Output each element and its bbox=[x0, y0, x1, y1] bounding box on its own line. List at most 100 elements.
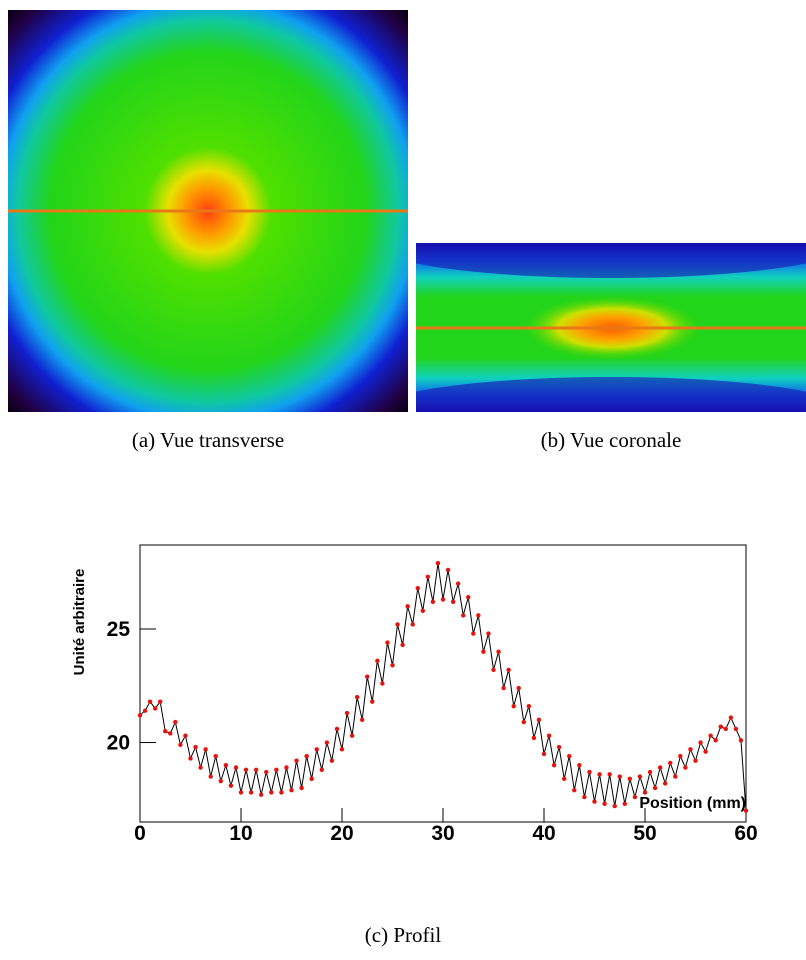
data-point bbox=[617, 774, 622, 779]
data-point bbox=[400, 642, 405, 648]
data-point bbox=[541, 751, 547, 757]
data-point bbox=[425, 574, 431, 579]
data-point bbox=[582, 794, 587, 800]
transverse-image bbox=[8, 10, 408, 412]
data-point bbox=[284, 765, 289, 770]
data-point bbox=[294, 758, 299, 763]
data-point bbox=[152, 706, 158, 711]
data-point bbox=[410, 622, 415, 627]
data-point bbox=[385, 640, 390, 645]
data-point bbox=[168, 731, 173, 736]
data-point bbox=[440, 597, 446, 602]
data-point bbox=[668, 760, 673, 766]
data-point bbox=[435, 560, 441, 566]
data-point bbox=[698, 740, 703, 745]
x-tick-label: 10 bbox=[229, 822, 252, 845]
data-point bbox=[567, 753, 572, 759]
data-point bbox=[688, 747, 693, 752]
data-point bbox=[733, 726, 739, 732]
data-point bbox=[243, 767, 249, 772]
x-tick-label: 50 bbox=[633, 822, 656, 845]
x-tick-label: 40 bbox=[532, 822, 555, 845]
data-point bbox=[531, 735, 537, 741]
data-point bbox=[188, 756, 193, 761]
plot-frame bbox=[139, 544, 747, 823]
data-point bbox=[445, 567, 451, 573]
data-point bbox=[198, 765, 203, 770]
data-point bbox=[632, 794, 638, 800]
data-point bbox=[203, 747, 208, 752]
data-point bbox=[743, 808, 749, 813]
data-point bbox=[587, 769, 592, 775]
caption: (c) Profil bbox=[365, 923, 442, 947]
data-point bbox=[501, 685, 506, 691]
data-point bbox=[642, 790, 648, 795]
data-point bbox=[405, 604, 410, 609]
y-axis-label: Unité arbitraire bbox=[71, 569, 88, 676]
data-point bbox=[253, 767, 259, 772]
data-point bbox=[354, 694, 360, 700]
data-point bbox=[683, 765, 688, 770]
plot: 0 10 20 30 40 50 60 20 25 bbox=[107, 560, 758, 845]
data-point bbox=[551, 763, 557, 768]
data-point bbox=[218, 778, 223, 784]
data-point bbox=[223, 763, 229, 768]
data-point bbox=[652, 785, 658, 791]
data-point bbox=[279, 790, 284, 795]
y-tick-label: 20 bbox=[107, 732, 130, 755]
data-point bbox=[602, 801, 607, 807]
data-point bbox=[708, 733, 713, 738]
data-point bbox=[491, 667, 496, 673]
data-point bbox=[471, 631, 476, 636]
data-point bbox=[728, 715, 734, 720]
data-point bbox=[142, 708, 148, 713]
data-point bbox=[466, 595, 471, 600]
data-point bbox=[324, 740, 330, 745]
data-point bbox=[208, 774, 213, 779]
data-point bbox=[612, 803, 617, 809]
data-point bbox=[637, 774, 643, 779]
caption: (a) Vue transverse bbox=[132, 428, 284, 452]
data-point bbox=[360, 717, 365, 723]
y-tick-label: 25 bbox=[107, 618, 131, 641]
x-tick-label: 0 bbox=[134, 822, 146, 845]
data-point bbox=[592, 799, 597, 804]
data-point bbox=[344, 710, 350, 716]
data-point bbox=[259, 792, 264, 797]
data-point bbox=[572, 788, 577, 793]
data-point bbox=[476, 613, 481, 618]
data-point bbox=[299, 785, 304, 791]
data-point bbox=[647, 769, 653, 775]
caption: (b) Vue coronale bbox=[541, 428, 682, 452]
data-point bbox=[663, 781, 668, 786]
data-point bbox=[319, 767, 324, 772]
coronal-image bbox=[416, 243, 806, 412]
data-point bbox=[526, 704, 532, 709]
data-point bbox=[137, 713, 143, 718]
data-point bbox=[375, 658, 380, 663]
data-point bbox=[738, 738, 744, 743]
data-point bbox=[289, 788, 294, 793]
data-point bbox=[723, 726, 728, 732]
data-point bbox=[334, 726, 340, 732]
data-point bbox=[365, 674, 370, 679]
data-point bbox=[577, 763, 582, 768]
data-point bbox=[597, 772, 602, 777]
data-point bbox=[627, 776, 633, 782]
data-point bbox=[461, 613, 466, 618]
data-point bbox=[390, 663, 395, 668]
data-point bbox=[339, 747, 345, 752]
data-point bbox=[546, 733, 552, 738]
data-point bbox=[264, 769, 269, 775]
data-point bbox=[314, 747, 319, 752]
data-point bbox=[521, 719, 526, 725]
data-point bbox=[430, 599, 436, 604]
data-point bbox=[415, 585, 420, 591]
data-point bbox=[193, 744, 198, 750]
data-point bbox=[158, 699, 163, 704]
data-point bbox=[178, 742, 183, 748]
data-point bbox=[228, 783, 234, 788]
data-point bbox=[718, 724, 723, 729]
data-point bbox=[481, 649, 486, 654]
